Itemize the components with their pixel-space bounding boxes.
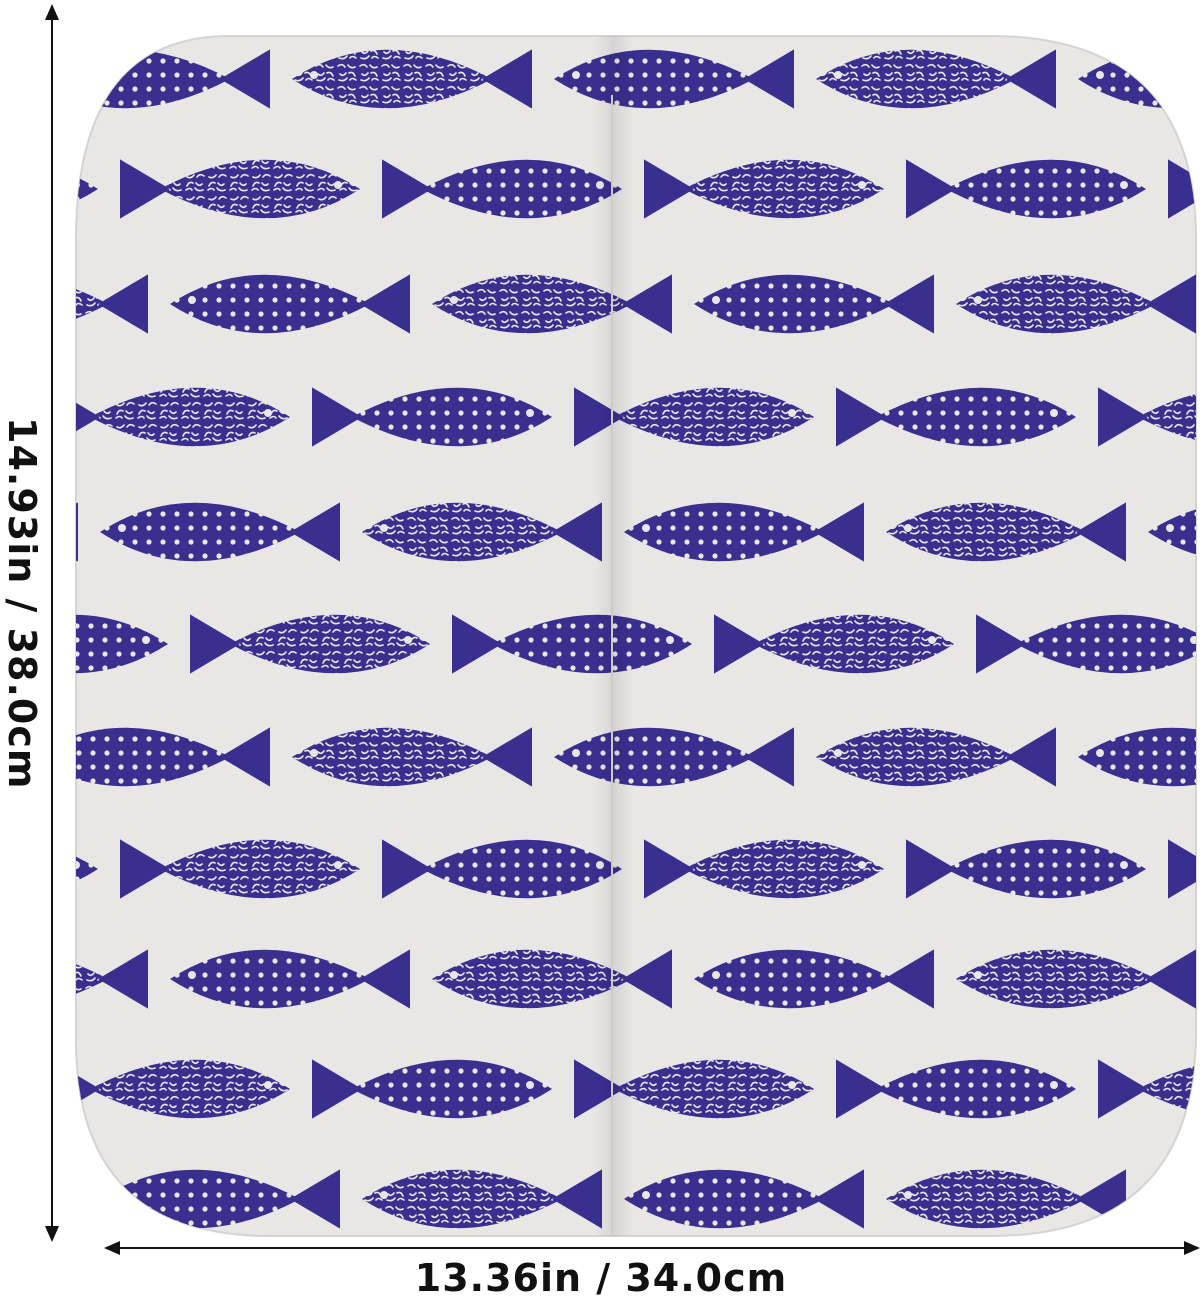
fish-motif [1098, 387, 1196, 447]
fish-motif [1078, 727, 1196, 787]
fish-motif [120, 839, 360, 899]
fish-motif [76, 1169, 78, 1229]
fish-motif [0, 49, 8, 108]
fish-motif [312, 1059, 552, 1119]
fish-motif [976, 614, 1196, 674]
fish-motif [170, 274, 410, 334]
fish-motif [362, 502, 602, 562]
fish-motif [836, 387, 1076, 447]
fish-motif [624, 502, 864, 562]
fish-pattern [0, 49, 1196, 1229]
fish-motif [906, 839, 1146, 899]
fish-motif [956, 274, 1196, 334]
width-arrow-right [1184, 1241, 1200, 1255]
fish-motif [312, 387, 552, 447]
fish-motif [292, 49, 532, 109]
fish-motif [624, 1169, 864, 1229]
fish-motif [100, 502, 340, 562]
height-dimension [45, 4, 59, 1242]
fish-motif [816, 49, 1056, 109]
fish-motif [76, 1059, 290, 1119]
fish-motif [886, 502, 1126, 562]
fish-motif [120, 159, 360, 219]
fish-motif [432, 274, 672, 334]
fish-motif [76, 614, 168, 674]
width-arrow-left [104, 1241, 120, 1255]
width-dimension [104, 1241, 1200, 1255]
center-fold [594, 36, 634, 1236]
height-arrow-bottom [45, 1226, 59, 1242]
height-dimension-label: 14.93in / 38.0cm [0, 417, 44, 790]
fish-motif [76, 274, 148, 334]
fish-motif [714, 614, 954, 674]
width-dimension-label: 13.36in / 34.0cm [414, 1256, 788, 1300]
fish-motif [836, 1059, 1076, 1119]
fish-motif [292, 727, 532, 787]
fish-motif [1148, 1169, 1196, 1229]
height-arrow-top [45, 4, 59, 20]
fish-motif [906, 159, 1146, 219]
fish-motif [362, 1169, 602, 1229]
fish-motif [76, 727, 270, 787]
fish-motif [1148, 502, 1196, 562]
fish-motif [816, 727, 1056, 787]
fish-motif [432, 949, 672, 1009]
fish-motif [76, 949, 148, 1009]
fish-motif [190, 614, 430, 674]
fish-motif [0, 1059, 28, 1118]
fish-motif [170, 949, 410, 1009]
fish-motif [644, 159, 884, 219]
fish-motif [644, 839, 884, 899]
fish-motif [452, 614, 692, 674]
fish-motif [694, 949, 934, 1009]
fish-motif [1168, 839, 1196, 899]
fish-motif [956, 949, 1196, 1009]
fish-motif [694, 274, 934, 334]
fish-motif [76, 839, 98, 899]
fabric-pad [0, 35, 1197, 1237]
fish-motif [76, 387, 290, 447]
